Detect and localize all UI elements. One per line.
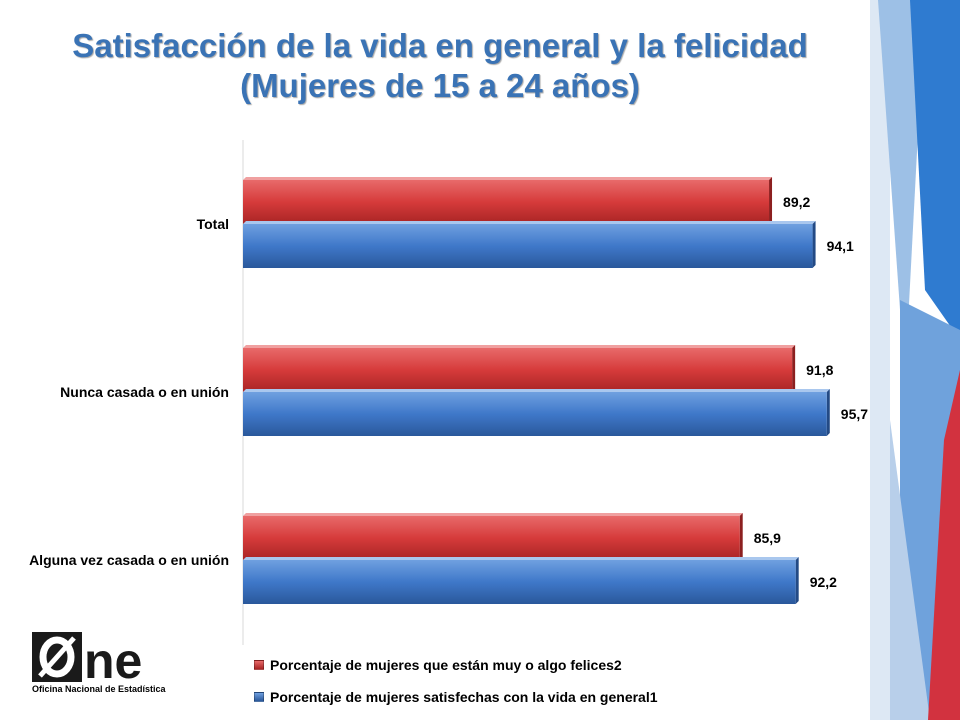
bar-side-face-red <box>739 513 743 560</box>
logo-caption: Oficina Nacional de Estadística <box>32 684 166 694</box>
value-label-red: 91,8 <box>806 362 833 378</box>
ribbon-light <box>870 0 890 720</box>
value-label-red: 85,9 <box>754 530 781 546</box>
bar-top-face-blue <box>243 389 830 392</box>
value-label-blue: 92,2 <box>810 574 837 590</box>
bar-blue <box>243 392 827 436</box>
bar-blue <box>243 560 796 604</box>
bar-side-face-red <box>769 177 773 224</box>
bar-top-face-red <box>243 513 743 516</box>
value-label-red: 89,2 <box>783 194 810 210</box>
category-label: Total <box>197 216 229 232</box>
bars-layer: 89,2 94,1 91,8 95,7 85,9 92,2 <box>243 177 868 604</box>
legend-swatch-red <box>254 660 264 670</box>
logo-zero-slash <box>38 636 76 678</box>
bar-top-face-red <box>243 177 773 180</box>
logo-ne-text: ne <box>84 633 142 689</box>
ribbon-pale <box>890 420 930 720</box>
bar-chart: 89,2 94,1 91,8 95,7 85,9 92,2 Total Nunca casa… <box>29 140 868 645</box>
legend: Porcentaje de mujeres que están muy o al… <box>254 656 658 720</box>
ribbon-red <box>928 370 960 720</box>
logo-zero-ring <box>39 636 75 678</box>
bar-red <box>243 180 770 224</box>
bar-blue <box>243 224 813 268</box>
value-label-blue: 95,7 <box>841 406 868 422</box>
bar-side-face-blue <box>812 221 816 268</box>
category-labels: Total Nunca casada o en unión Alguna vez c… <box>29 216 229 568</box>
legend-item-blue: Porcentaje de mujeres satisfechas con la… <box>254 688 658 706</box>
bar-red <box>243 348 793 392</box>
ribbon-light-blue <box>878 0 925 380</box>
slide-title: Satisfacción de la vida en general y la … <box>0 26 880 106</box>
bar-side-face-blue <box>826 389 830 436</box>
bar-top-face-red <box>243 345 796 348</box>
legend-label-red: Porcentaje de mujeres que están muy o al… <box>270 657 622 673</box>
category-label: Nunca casada o en unión <box>60 384 229 400</box>
legend-swatch-blue <box>254 692 264 702</box>
bar-top-face-blue <box>243 221 816 224</box>
slide-title-line1: Satisfacción de la vida en general y la … <box>72 27 808 64</box>
bar-top-face-blue <box>243 557 799 560</box>
slide-title-line2: (Mujeres de 15 a 24 años) <box>240 67 640 104</box>
legend-label-blue: Porcentaje de mujeres satisfechas con la… <box>270 689 658 705</box>
one-logo: ne <box>32 632 142 689</box>
category-label: Alguna vez casada o en unión <box>29 552 229 568</box>
value-label-blue: 94,1 <box>827 238 854 254</box>
bar-side-face-blue <box>795 557 799 604</box>
ribbon-blue-top <box>910 0 960 340</box>
decorative-side-ribbons <box>870 0 960 720</box>
bar-red <box>243 516 740 560</box>
legend-item-red: Porcentaje de mujeres que están muy o al… <box>254 656 658 674</box>
bar-side-face-red <box>792 345 796 392</box>
